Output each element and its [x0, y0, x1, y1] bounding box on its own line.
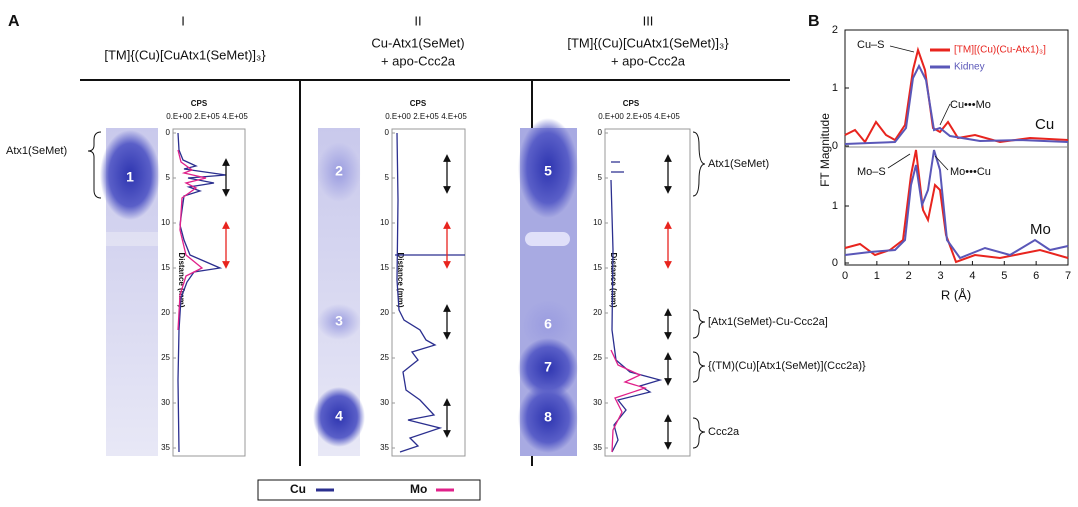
figure: A I [TM]{(Cu)[CuAtx1(SeMet)]₃} II Cu-Atx…	[0, 0, 1078, 502]
y-tick-label: 1	[832, 82, 838, 94]
column-numeral: I	[181, 13, 185, 28]
x-tick-label: 2	[906, 270, 912, 282]
annotation: Cu	[1035, 116, 1054, 133]
panel-label: A	[8, 13, 20, 30]
column-numeral: III	[643, 13, 654, 28]
x-tick-label: 0.E+00	[385, 112, 411, 121]
y-tick-label: 25	[161, 353, 170, 362]
x-tick-label: 6	[1033, 270, 1039, 282]
x-tick-label: 2.E+05	[626, 112, 652, 121]
y-tick-label: 35	[593, 443, 602, 452]
y-tick-label: 5	[598, 173, 603, 182]
x-tick-label: 0	[842, 270, 848, 282]
annotation: Atx1(SeMet)	[708, 158, 769, 170]
x-tick-label: 2.E+05	[194, 112, 220, 121]
panel-label: B	[808, 13, 820, 30]
y-tick-label: 5	[385, 173, 390, 182]
band-number: 6	[544, 316, 552, 332]
y-title: FT Magnitude	[818, 113, 832, 187]
y-tick-label: 20	[380, 308, 389, 317]
annotation: Cu•••Mo	[950, 99, 991, 111]
y-tick-label: 15	[161, 263, 170, 272]
x-tick-label: 0.E+00	[166, 112, 192, 121]
x-tick-label: 4.E+05	[441, 112, 467, 121]
annotation: Ccc2a	[708, 426, 740, 438]
y-tick-label: 25	[593, 353, 602, 362]
legend-label: Cu	[290, 482, 306, 496]
column-title: + apo-Ccc2a	[611, 53, 686, 68]
annotation: {(TM)(Cu)[Atx1(SeMet)](Ccc2a)}	[708, 360, 866, 372]
y-tick-label: 0	[166, 128, 171, 137]
x-title: CPS	[623, 99, 640, 108]
x-tick-label: 3	[938, 270, 944, 282]
y-tick-label: 20	[161, 308, 170, 317]
y-tick-label: 30	[161, 398, 170, 407]
y-tick-label: 15	[380, 263, 389, 272]
y-tick-label: 5	[166, 173, 171, 182]
y-tick-label: 20	[593, 308, 602, 317]
annotation: [Atx1(SeMet)-Cu-Ccc2a]	[708, 316, 828, 328]
legend: [TM][(Cu)(Cu-Atx1)₃] Kidney	[930, 45, 1046, 73]
legend-label: Kidney	[954, 62, 985, 73]
annotation: Mo•••Cu	[950, 166, 991, 178]
band-number: 7	[544, 359, 552, 375]
band-number: 2	[335, 163, 343, 179]
band-number: 4	[335, 408, 343, 424]
y-tick-label: 0	[385, 128, 390, 137]
column-title: Cu-Atx1(SeMet)	[371, 35, 464, 50]
annotation: Atx1(SeMet)	[6, 145, 67, 157]
traces	[178, 133, 660, 452]
x-title: R (Å)	[941, 287, 971, 302]
y-tick-label: 10	[161, 218, 170, 227]
y-tick-label: 1	[832, 200, 838, 212]
column-title: [TM]{(Cu)[CuAtx1(SeMet)]₃}	[104, 47, 266, 62]
x-title: CPS	[410, 99, 427, 108]
x-tick-label: 4.E+05	[222, 112, 248, 121]
legend-label: Mo	[410, 482, 427, 496]
band-number: 8	[544, 409, 552, 425]
y-tick-label: 0	[832, 140, 838, 152]
annotation: Cu–S	[857, 39, 885, 51]
annotation: Mo	[1030, 221, 1051, 238]
x-tick-label: 4.E+05	[654, 112, 680, 121]
legend-label: [TM][(Cu)(Cu-Atx1)₃]	[954, 45, 1046, 56]
x-tick-label: 2.E+05	[413, 112, 439, 121]
column-numeral: II	[414, 13, 421, 28]
y-tick-label: 30	[380, 398, 389, 407]
x-title: CPS	[191, 99, 208, 108]
y-tick-label: 2	[832, 24, 838, 36]
y-tick-label: 10	[593, 218, 602, 227]
band-number: 3	[335, 313, 343, 329]
y-tick-label: 25	[380, 353, 389, 362]
y-tick-label: 0	[832, 257, 838, 269]
y-tick-label: 10	[380, 218, 389, 227]
annotation: Mo–S	[857, 166, 886, 178]
ticks: 0 1 2 3 4 5 6 7 0 1 2 0 1	[832, 24, 1071, 282]
y-tick-label: 35	[380, 443, 389, 452]
y-tick-label: 35	[161, 443, 170, 452]
y-tick-label: 30	[593, 398, 602, 407]
x-tick-label: 1	[874, 270, 880, 282]
column-title: [TM]{(Cu)[CuAtx1(SeMet)]₃}	[567, 35, 729, 50]
band-number: 5	[544, 163, 552, 179]
band-number: 1	[126, 169, 134, 185]
x-tick-label: 0.E+00	[598, 112, 624, 121]
y-tick-label: 15	[593, 263, 602, 272]
legend: Cu Mo	[290, 482, 454, 496]
y-tick-label: 0	[598, 128, 603, 137]
column-title: + apo-Ccc2a	[381, 53, 456, 68]
x-tick-label: 4	[969, 270, 975, 282]
x-tick-label: 5	[1001, 270, 1007, 282]
x-tick-label: 7	[1065, 270, 1071, 282]
